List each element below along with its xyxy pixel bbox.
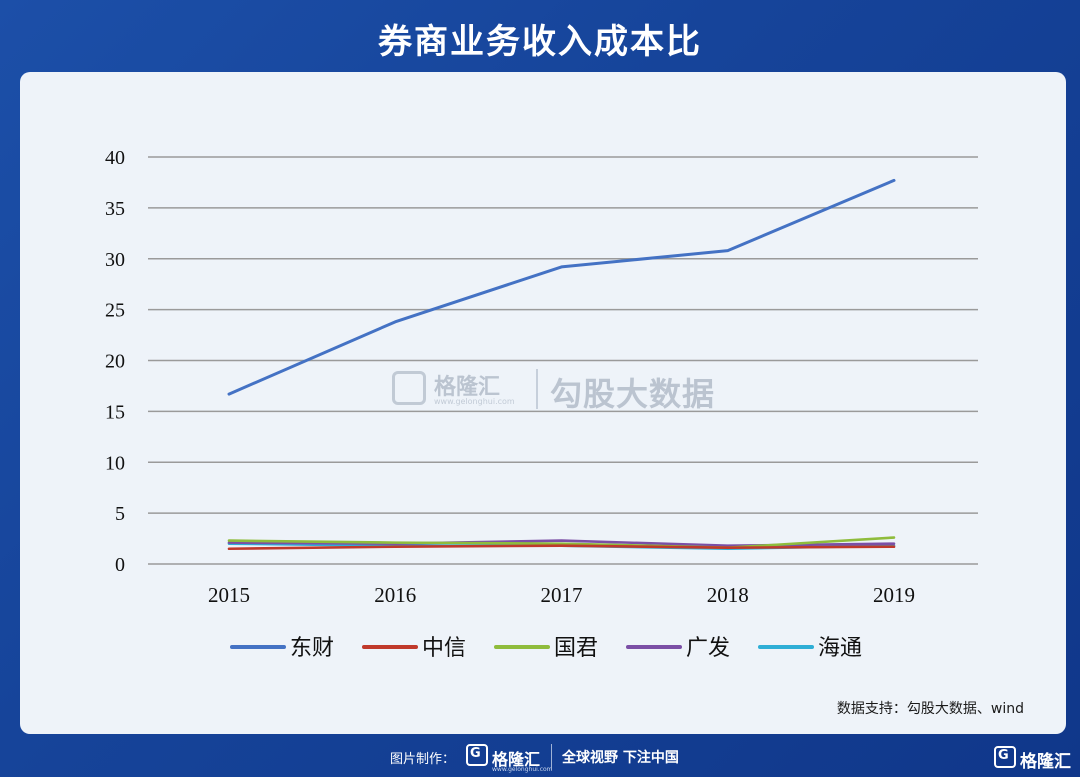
y-tick-label: 20 — [105, 351, 125, 373]
line-chart: 0 5 10 15 20 25 30 35 40 2015 2016 2017 2018 2019 东财 中信… — [105, 147, 978, 661]
footer-logo-icon — [466, 744, 488, 766]
y-tick-label: 10 — [105, 452, 125, 474]
footer-slogan: 全球视野 下注中国 — [562, 750, 679, 766]
x-tick-label: 2019 — [873, 583, 915, 607]
y-tick-label: 0 — [115, 554, 125, 576]
series-line — [227, 544, 896, 551]
footer-url: www.gelonghui.com — [492, 766, 553, 773]
footer-brand: 格隆汇 — [492, 750, 541, 769]
corner-brand: 格隆汇 — [1020, 752, 1071, 772]
legend-label: 海通 — [818, 636, 862, 661]
footer-logo-letter: G — [470, 746, 481, 761]
series-line — [227, 536, 896, 550]
legend-label: 东财 — [290, 636, 334, 661]
y-tick-label: 25 — [105, 300, 125, 322]
legend-label: 中信 — [422, 636, 466, 661]
y-tick-label: 5 — [115, 503, 125, 525]
x-tick-label: 2015 — [208, 583, 250, 607]
legend-label: 国君 — [554, 636, 598, 661]
footer-made-label: 图片制作： — [390, 752, 456, 767]
x-tick-label: 2017 — [541, 583, 583, 607]
legend-label: 广发 — [686, 636, 730, 661]
footer: 图片制作： G 格隆汇 www.gelonghui.com 全球视野 下注中国 — [0, 740, 1080, 777]
page-title: 券商业务收入成本比 — [378, 22, 702, 62]
x-tick-label: 2016 — [374, 583, 416, 607]
corner-logo-icon — [994, 746, 1016, 768]
footer-divider — [551, 744, 552, 770]
y-tick-label: 35 — [105, 198, 125, 220]
source-note: 数据支持：勾股大数据、wind — [836, 701, 1024, 717]
corner-logo-letter: G — [998, 748, 1009, 763]
series-line — [227, 178, 896, 396]
y-tick-label: 40 — [105, 147, 125, 169]
y-tick-label: 15 — [105, 401, 125, 423]
y-tick-label: 30 — [105, 249, 125, 271]
x-tick-label: 2018 — [707, 583, 749, 607]
chart-card: 0 5 10 15 20 25 30 35 40 2015 2016 2017 2018 2019 东财 中信… — [20, 72, 1066, 734]
